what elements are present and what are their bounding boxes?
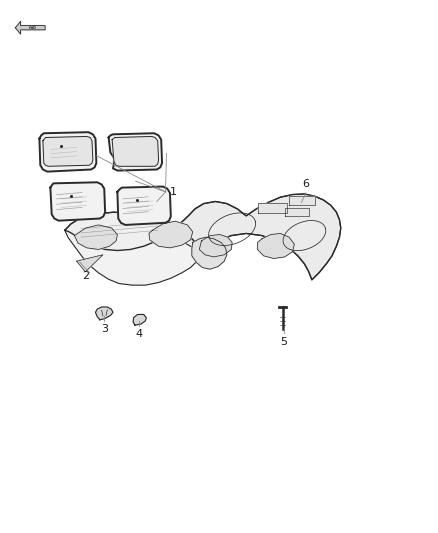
Polygon shape bbox=[65, 212, 202, 285]
Polygon shape bbox=[109, 133, 162, 171]
Polygon shape bbox=[50, 182, 105, 221]
Text: 5: 5 bbox=[280, 337, 287, 347]
Polygon shape bbox=[15, 21, 45, 34]
Polygon shape bbox=[285, 208, 309, 216]
Text: 4: 4 bbox=[136, 329, 143, 340]
Polygon shape bbox=[39, 132, 96, 172]
Polygon shape bbox=[192, 237, 227, 269]
Polygon shape bbox=[133, 314, 146, 325]
Polygon shape bbox=[149, 221, 193, 248]
Polygon shape bbox=[43, 136, 93, 166]
Polygon shape bbox=[169, 194, 341, 280]
Polygon shape bbox=[258, 233, 294, 259]
Polygon shape bbox=[74, 225, 117, 249]
Polygon shape bbox=[95, 307, 113, 320]
Polygon shape bbox=[289, 196, 315, 205]
Polygon shape bbox=[199, 235, 232, 257]
Text: 6: 6 bbox=[302, 179, 309, 189]
Text: FWD: FWD bbox=[29, 26, 37, 30]
Text: 3: 3 bbox=[101, 324, 108, 334]
Polygon shape bbox=[112, 136, 159, 166]
Text: 1: 1 bbox=[170, 187, 177, 197]
Polygon shape bbox=[65, 194, 341, 280]
Polygon shape bbox=[117, 187, 171, 225]
Polygon shape bbox=[77, 255, 103, 272]
Polygon shape bbox=[258, 203, 287, 213]
Text: 2: 2 bbox=[82, 271, 89, 281]
